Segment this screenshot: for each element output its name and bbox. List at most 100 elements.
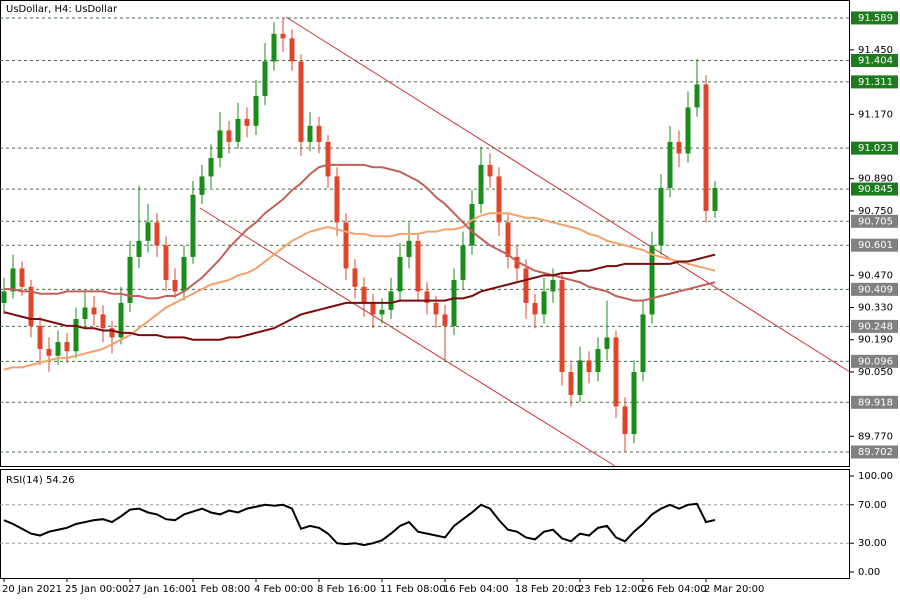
- candle-body: [568, 371, 574, 395]
- level-label: 89.702: [858, 447, 893, 458]
- x-tick-label: 2 Mar 20:00: [704, 584, 764, 595]
- level-label: 91.023: [858, 143, 893, 154]
- level-label-box: [851, 445, 898, 459]
- channel-line: [285, 16, 851, 373]
- candle-body: [460, 245, 466, 280]
- candle-body: [523, 268, 529, 303]
- candle-body: [676, 141, 682, 154]
- level-label: 90.705: [858, 216, 893, 227]
- candle-body: [694, 84, 700, 108]
- x-tick-label: 18 Feb 20:00: [515, 584, 581, 595]
- y-tick-label: 90.330: [858, 303, 893, 314]
- level-label-box: [851, 282, 898, 296]
- rsi-line: [3, 502, 716, 547]
- candle-body: [631, 371, 637, 435]
- candle-body: [361, 286, 367, 303]
- y-tick-label: 90.470: [858, 270, 893, 281]
- candle-body: [163, 245, 169, 280]
- level-label-box: [851, 75, 898, 89]
- candle-body: [370, 302, 376, 315]
- level-label-box: [851, 395, 898, 409]
- candle-body: [532, 302, 538, 315]
- candle-body: [415, 240, 421, 292]
- candle-body: [334, 176, 340, 223]
- x-tick-label: 11 Feb 08:00: [380, 584, 446, 595]
- candle-body: [505, 222, 511, 257]
- candle-body: [73, 319, 79, 352]
- candle-body: [64, 342, 70, 352]
- y-tick-label: 30.00: [858, 538, 887, 549]
- candle-body: [280, 33, 286, 39]
- candle-body: [109, 328, 115, 338]
- candle-body: [388, 291, 394, 310]
- moving-average: [4, 163, 716, 302]
- candle-body: [424, 291, 430, 303]
- candle-body: [442, 314, 448, 326]
- x-tick-label: 20 Jan 2021: [2, 584, 62, 595]
- candle-body: [379, 309, 385, 315]
- level-label-box: [851, 238, 898, 252]
- candle-body: [667, 141, 673, 188]
- candle-body: [487, 164, 493, 177]
- candle-body: [28, 286, 34, 326]
- candle-body: [262, 61, 268, 96]
- level-label: 90.096: [858, 356, 893, 367]
- candle-body: [325, 141, 331, 177]
- level-label: 91.404: [858, 55, 893, 66]
- candle-body: [91, 307, 97, 315]
- x-tick-label: 23 Feb 12:00: [578, 584, 644, 595]
- x-tick-label: 16 Feb 04:00: [443, 584, 509, 595]
- candle-body: [271, 33, 277, 62]
- candle-body: [496, 176, 502, 223]
- candle-body: [289, 38, 295, 62]
- y-tick-label: 70.00: [858, 500, 887, 511]
- x-tick-label: 25 Jan 00:00: [65, 584, 128, 595]
- level-label: 90.845: [858, 184, 893, 195]
- x-tick-label: 8 Feb 16:00: [317, 584, 376, 595]
- level-label: 90.248: [858, 321, 893, 332]
- x-tick-label: 1 Feb 08:00: [191, 584, 250, 595]
- level-label-box: [851, 11, 898, 25]
- level-label: 90.601: [858, 240, 893, 251]
- candle-body: [703, 84, 709, 211]
- candle-body: [199, 176, 205, 195]
- level-label: 91.311: [858, 77, 893, 88]
- candle-body: [478, 164, 484, 205]
- candle-body: [145, 222, 151, 241]
- level-label-box: [851, 182, 898, 196]
- candle-body: [118, 302, 124, 338]
- y-tick-label: 90.750: [858, 206, 893, 217]
- candle-body: [136, 240, 142, 257]
- level-label-box: [851, 53, 898, 67]
- y-tick-label: 91.170: [858, 109, 893, 120]
- level-label-box: [851, 141, 898, 155]
- chart-title: UsDollar, H4: UsDollar: [6, 4, 118, 15]
- x-tick-label: 26 Feb 04:00: [641, 584, 707, 595]
- candle-body: [190, 194, 196, 257]
- candle-body: [586, 360, 592, 372]
- candle-body: [235, 118, 241, 142]
- level-label-box: [851, 214, 898, 228]
- y-tick-label: 91.450: [858, 45, 893, 56]
- candle-body: [541, 291, 547, 315]
- level-label-box: [851, 354, 898, 368]
- candle-body: [10, 268, 16, 292]
- level-label: 89.918: [858, 397, 893, 408]
- candle-body: [172, 279, 178, 292]
- channel-line: [199, 207, 616, 467]
- level-label: 90.409: [858, 284, 893, 295]
- candle-body: [640, 314, 646, 372]
- candle-body: [604, 337, 610, 349]
- candle-body: [298, 61, 304, 142]
- candle-body: [37, 325, 43, 349]
- candle-body: [397, 256, 403, 292]
- candle-body: [55, 342, 61, 356]
- candle-body: [154, 222, 160, 246]
- candle-body: [433, 302, 439, 315]
- candle-body: [550, 279, 556, 292]
- x-tick-label: 4 Feb 00:00: [254, 584, 313, 595]
- y-tick-label: 90.050: [858, 367, 893, 378]
- candle-body: [469, 204, 475, 246]
- candle-body: [343, 222, 349, 269]
